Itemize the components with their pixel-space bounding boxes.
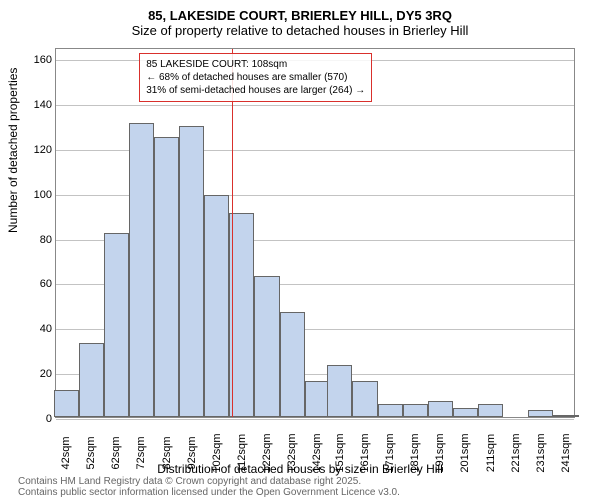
histogram-bar xyxy=(352,381,377,417)
histogram-bar xyxy=(378,404,403,417)
x-axis-label: Distribution of detached houses by size … xyxy=(0,462,600,476)
histogram-bar xyxy=(254,276,279,417)
histogram-bar xyxy=(179,126,204,418)
plot-area: 02040608010012014016042sqm52sqm62sqm72sq… xyxy=(55,48,575,418)
annotation-line: 85 LAKESIDE COURT: 108sqm xyxy=(146,58,365,71)
footer-attribution: Contains HM Land Registry data © Crown c… xyxy=(18,476,400,498)
chart-title-area: 85, LAKESIDE COURT, BRIERLEY HILL, DY5 3… xyxy=(0,0,600,38)
grid-line xyxy=(56,419,574,420)
histogram-bar xyxy=(305,381,330,417)
histogram-bar xyxy=(204,195,229,417)
reference-vline xyxy=(232,49,233,417)
y-tick-label: 20 xyxy=(26,368,52,380)
histogram-bar xyxy=(104,233,129,417)
histogram-bar xyxy=(280,312,305,417)
y-tick-label: 160 xyxy=(26,54,52,66)
histogram-bar xyxy=(229,213,254,417)
chart-container: 85, LAKESIDE COURT, BRIERLEY HILL, DY5 3… xyxy=(0,0,600,500)
y-tick-label: 60 xyxy=(26,278,52,290)
y-tick-label: 80 xyxy=(26,234,52,246)
y-tick-label: 0 xyxy=(26,413,52,425)
annotation-line: 31% of semi-detached houses are larger (… xyxy=(146,84,365,97)
histogram-bar xyxy=(528,410,553,417)
y-axis-label: Number of detached properties xyxy=(6,68,20,233)
annotation-line: ← 68% of detached houses are smaller (57… xyxy=(146,71,365,84)
histogram-bar xyxy=(54,390,79,417)
histogram-bar xyxy=(428,401,453,417)
footer-line2: Contains public sector information licen… xyxy=(18,487,400,498)
histogram-bar xyxy=(403,404,428,417)
y-tick-label: 100 xyxy=(26,189,52,201)
histogram-bar xyxy=(154,137,179,417)
y-tick-label: 120 xyxy=(26,144,52,156)
histogram-bar xyxy=(478,404,503,417)
histogram-bar xyxy=(79,343,104,417)
histogram-bar xyxy=(553,415,578,417)
y-tick-label: 140 xyxy=(26,99,52,111)
annotation-box: 85 LAKESIDE COURT: 108sqm← 68% of detach… xyxy=(139,53,372,102)
histogram-bar xyxy=(129,123,154,417)
histogram-bar xyxy=(327,365,352,417)
histogram-bar xyxy=(453,408,478,417)
grid-line xyxy=(56,105,574,106)
y-tick-label: 40 xyxy=(26,323,52,335)
title-line1: 85, LAKESIDE COURT, BRIERLEY HILL, DY5 3… xyxy=(0,8,600,23)
title-line2: Size of property relative to detached ho… xyxy=(0,23,600,38)
footer-line1: Contains HM Land Registry data © Crown c… xyxy=(18,476,400,487)
